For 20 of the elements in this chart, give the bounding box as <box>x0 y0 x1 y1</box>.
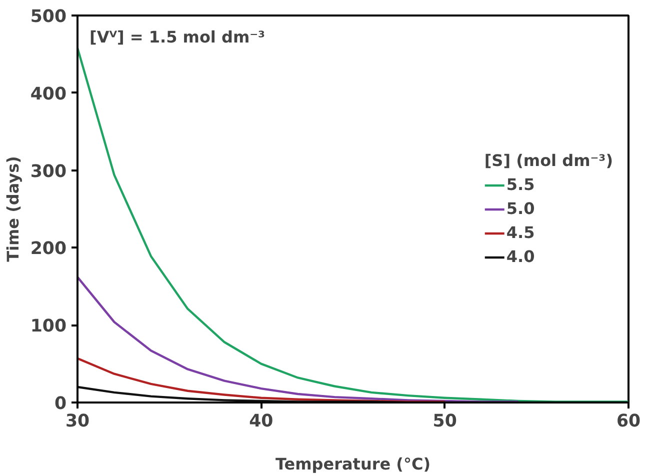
y-tick-label: 300 <box>30 162 66 182</box>
x-tick-label: 40 <box>249 412 274 432</box>
y-tick-label: 0 <box>54 394 67 414</box>
line-series <box>78 276 520 402</box>
y-tick-label: 500 <box>30 7 66 27</box>
x-axis-title: Temperature (°C) <box>275 454 431 474</box>
x-tick-label: 60 <box>616 412 641 432</box>
legend-label: 4.0 <box>506 247 535 266</box>
y-axis-title: Time (days) <box>3 156 22 262</box>
x-tick-label: 30 <box>65 412 90 432</box>
legend-label: 4.5 <box>506 223 535 242</box>
legend-title: [S] (mol dm⁻³) <box>484 150 613 170</box>
annotation: [Vⱽ] = 1.5 mol dm⁻³ <box>90 28 266 46</box>
y-tick-label: 200 <box>30 239 66 260</box>
x-tick-label: 50 <box>432 412 457 432</box>
legend-label: 5.0 <box>506 199 535 218</box>
y-tick-label: 400 <box>30 84 66 104</box>
legend-label: 5.5 <box>506 175 535 194</box>
y-tick-label: 100 <box>30 316 66 337</box>
line-series <box>78 357 446 402</box>
